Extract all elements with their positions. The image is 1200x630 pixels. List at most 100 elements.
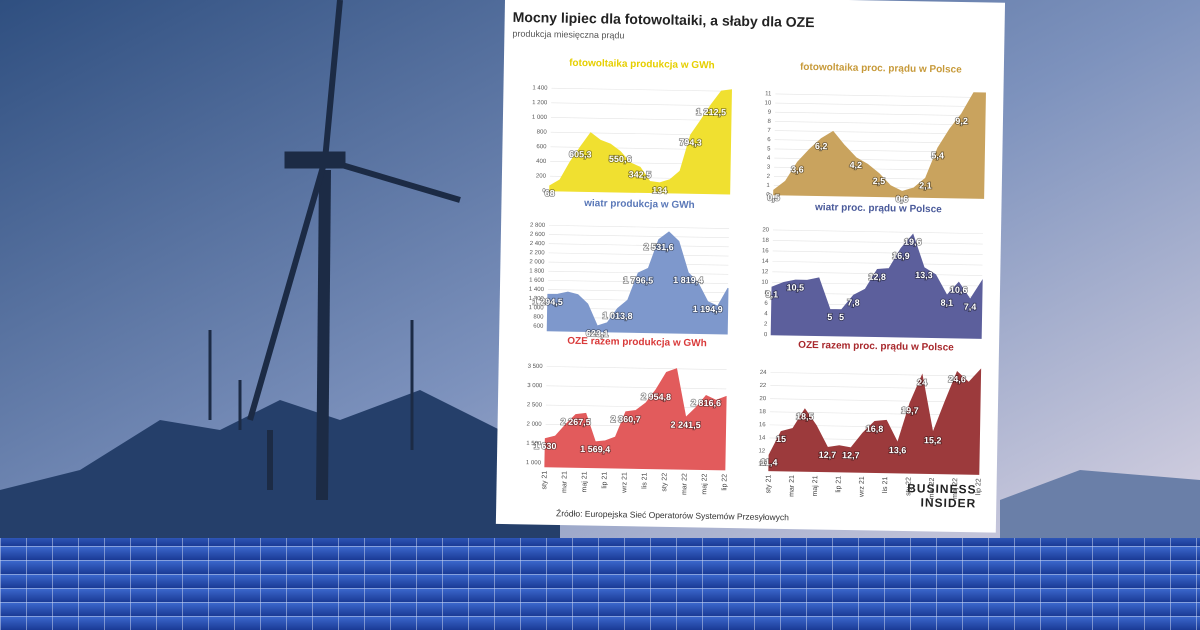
y-tick-label: 2 600 xyxy=(530,232,546,238)
data-label: 6,2 xyxy=(815,141,828,151)
data-label: 623,1 xyxy=(586,328,609,338)
area xyxy=(770,233,983,339)
logo: BUSINESS xyxy=(907,481,977,496)
y-tick-label: 10 xyxy=(764,100,771,106)
data-label: 11,4 xyxy=(760,457,777,467)
chart-title: OZE razem proc. prądu w Polsce xyxy=(798,340,954,354)
grid-line xyxy=(772,250,983,255)
grid-line xyxy=(551,102,732,107)
x-tick-label: mar 21 xyxy=(789,475,796,497)
y-tick-label: 3 000 xyxy=(527,383,543,389)
grid-line xyxy=(546,366,727,370)
y-tick-label: 800 xyxy=(533,314,544,320)
data-label: 8,1 xyxy=(940,298,953,308)
y-tick-label: 2 xyxy=(764,322,768,328)
y-tick-label: 12 xyxy=(762,269,769,275)
data-label: 1 194,9 xyxy=(693,304,723,315)
data-label: 5 xyxy=(839,312,844,322)
area xyxy=(768,368,982,475)
data-label: 10,5 xyxy=(787,282,805,292)
y-tick-label: 14 xyxy=(759,435,766,441)
x-tick-label: mar 22 xyxy=(681,473,688,495)
data-label: 2 531,6 xyxy=(644,242,674,253)
y-tick-label: 0 xyxy=(542,188,546,194)
x-tick-label: wrz 21 xyxy=(621,472,628,494)
y-tick-label: 1 000 xyxy=(532,115,548,121)
x-tick-label: lis 21 xyxy=(641,472,648,489)
y-tick-label: 0 xyxy=(766,192,770,198)
y-tick-label: 9 xyxy=(768,110,772,116)
data-label: 2 360,7 xyxy=(611,414,641,425)
y-tick-label: 16 xyxy=(759,422,766,428)
y-tick-label: 6 xyxy=(764,301,768,307)
x-tick-label: mar 21 xyxy=(561,471,568,493)
data-label: 605,3 xyxy=(569,149,592,159)
y-tick-label: 20 xyxy=(759,396,766,402)
x-tick-label: lis 21 xyxy=(882,477,889,494)
data-label: 9,1 xyxy=(766,289,779,299)
y-tick-label: 2 xyxy=(767,174,771,180)
data-label: 13,6 xyxy=(889,445,907,455)
data-label: 1 294,5 xyxy=(533,296,563,307)
y-tick-label: 1 600 xyxy=(529,278,545,284)
y-tick-label: 14 xyxy=(762,259,769,265)
y-tick-label: 7 xyxy=(767,128,771,134)
data-label: 2 267,5 xyxy=(561,417,591,428)
data-label: 2,5 xyxy=(873,176,886,186)
y-tick-label: 20 xyxy=(762,227,769,233)
data-label: 2,1 xyxy=(919,180,932,190)
chart-title: wiatr produkcja w GWh xyxy=(583,198,695,211)
chart-title: OZE razem produkcja w GWh xyxy=(567,336,707,349)
data-label: 1 796,5 xyxy=(623,275,653,286)
data-label: 12,7 xyxy=(819,450,837,460)
data-label: 12,8 xyxy=(868,272,886,282)
grid-line xyxy=(772,261,983,266)
y-tick-label: 2 000 xyxy=(529,259,545,265)
y-tick-label: 4 xyxy=(764,311,768,317)
x-tick-label: lip 22 xyxy=(721,474,728,491)
y-tick-label: 11 xyxy=(765,91,772,97)
area xyxy=(544,368,727,471)
y-tick-label: 6 xyxy=(767,137,771,143)
chart-title: fotowoltaika proc. prądu w Polsce xyxy=(800,62,962,76)
data-label: 1 630 xyxy=(534,441,557,451)
grid-line xyxy=(772,240,983,245)
grid-line xyxy=(551,87,732,92)
card-background xyxy=(495,0,1006,533)
data-label: 2 816,6 xyxy=(691,398,721,409)
x-tick-label: lip 22 xyxy=(975,478,982,495)
y-tick-label: 8 xyxy=(765,290,769,296)
data-label: 3,6 xyxy=(791,164,804,174)
data-label: 1 013,8 xyxy=(602,311,632,322)
data-label: 0,5 xyxy=(767,192,780,202)
data-label: 12,7 xyxy=(842,450,860,460)
y-tick-label: 2 400 xyxy=(530,241,546,247)
logo: INSIDER xyxy=(920,496,976,511)
data-label: 19,7 xyxy=(901,405,919,415)
y-tick-label: 1 xyxy=(766,183,770,189)
x-tick-label: mar 22 xyxy=(929,477,936,499)
data-label: 15 xyxy=(776,434,786,444)
grid-line xyxy=(773,229,984,234)
data-label: 794,3 xyxy=(679,137,702,147)
y-tick-label: 1 400 xyxy=(529,287,545,293)
x-tick-label: wrz 21 xyxy=(859,476,866,498)
y-tick-label: 10 xyxy=(758,462,765,468)
mountains xyxy=(0,390,560,540)
y-tick-label: 24 xyxy=(760,370,767,376)
y-tick-label: 4 xyxy=(767,156,771,162)
data-label: 9,2 xyxy=(955,116,968,126)
data-label: 13,3 xyxy=(915,270,933,280)
y-tick-label: 3 xyxy=(767,165,771,171)
data-label: 5,4 xyxy=(931,150,944,160)
y-tick-label: 18 xyxy=(759,409,766,415)
y-tick-label: 2 800 xyxy=(530,223,546,229)
data-label: 16,9 xyxy=(892,251,910,261)
mountains-right xyxy=(1000,470,1200,540)
grid-line xyxy=(548,234,729,238)
data-label: 342,5 xyxy=(629,169,652,179)
data-label: 2 241,5 xyxy=(671,420,701,431)
y-tick-label: 1 200 xyxy=(529,296,545,302)
